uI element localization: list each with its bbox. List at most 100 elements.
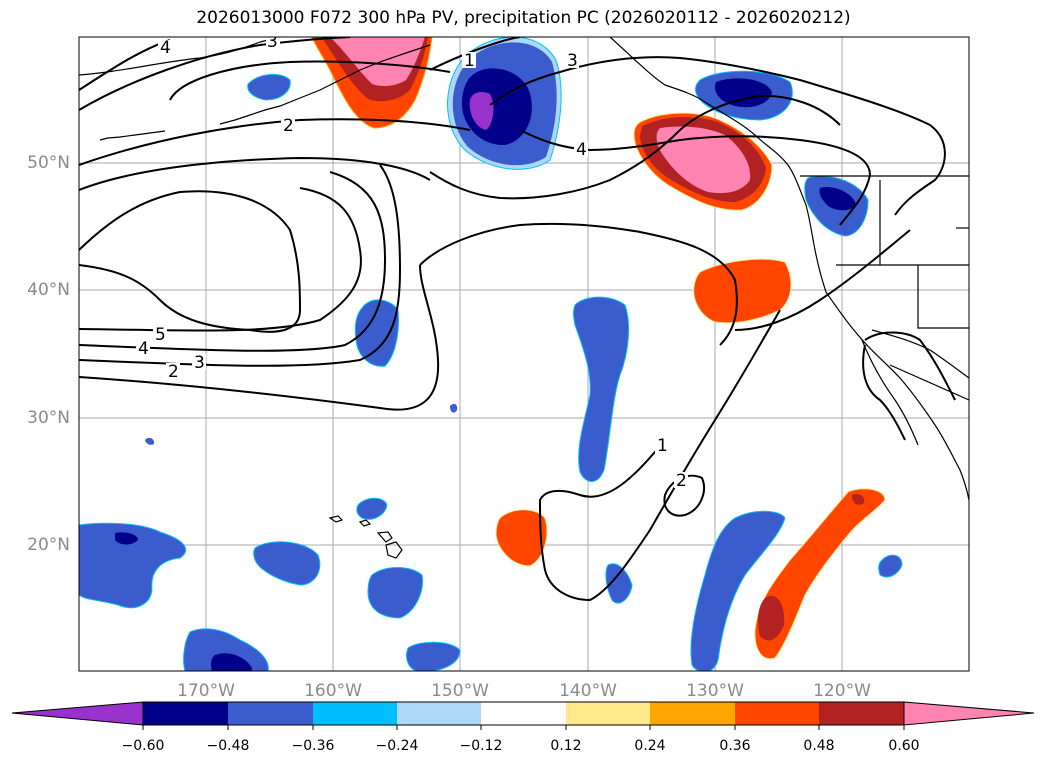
coast-aleutian-chain [99, 130, 166, 141]
neg-anomaly-aleutian [247, 74, 291, 101]
border-states-2 [917, 265, 969, 329]
pv-label-1-north: 1 [464, 51, 475, 71]
colorbar-segment-7 [650, 702, 735, 725]
pv-label-3-top: 3 [267, 32, 278, 52]
lon-label-170w: 170°W [177, 681, 235, 701]
neg-anomaly-bc-coast-dark [714, 78, 772, 108]
pv-contour-4-ne [429, 94, 841, 200]
neg-anomaly-145w-28n [145, 437, 155, 445]
neg-anomaly-mexico-coast [878, 554, 903, 578]
colorbar-segment-8 [735, 702, 819, 725]
lon-label-130w: 130°W [686, 681, 744, 701]
neg-anomaly-washington-dark [819, 186, 856, 211]
pv-label-1-central: 1 [657, 436, 668, 456]
lon-label-150w: 150°W [431, 681, 489, 701]
pv-label-4-top: 4 [160, 38, 171, 58]
colorbar-tick-label: −0.24 [375, 738, 419, 754]
coast-aleutian-chain-east [219, 44, 431, 125]
colorbar-tick-label: 0.36 [719, 738, 751, 754]
coast-hawaii-2 [358, 519, 372, 527]
pv-contour-top-4 [79, 39, 171, 91]
pv-contour-aleutian-loop [169, 60, 451, 101]
map-area: 4 3 1 3 2 4 5 4 3 2 1 2 [79, 32, 969, 671]
pos-anomaly-125w-band [754, 488, 886, 660]
coast-hawaii-1 [328, 515, 344, 523]
colorbar-tick-label: −0.12 [459, 738, 503, 754]
neg-anomaly-130w-band [690, 510, 786, 671]
neg-anomaly-west-edge [79, 522, 187, 609]
lat-label-20n: 20°N [27, 535, 70, 555]
lat-label-30n: 30°N [27, 408, 70, 428]
colorbar-segment-2 [228, 702, 313, 725]
pv-contour-ne-loop-2 [489, 56, 946, 216]
colorbar-tick-label: 0.60 [888, 738, 920, 754]
pv-label-4-west: 4 [138, 339, 149, 359]
pv-contour-labels: 4 3 1 3 2 4 5 4 3 2 1 2 [136, 32, 688, 491]
pv-label-3-north: 3 [567, 51, 578, 71]
coastlines [79, 37, 969, 559]
pv-label-3-west: 3 [194, 353, 205, 373]
figure-title: 2026013000 F072 300 hPa PV, precipitatio… [196, 8, 851, 28]
neg-anomaly-140w-band [573, 296, 630, 482]
neg-anomaly-hawaii-south [367, 567, 424, 619]
colorbar-segment-1 [143, 702, 228, 725]
lat-label-40n: 40°N [27, 280, 70, 300]
pv-contour-2-north [79, 118, 471, 166]
coast-pacific-nw [825, 291, 969, 501]
pv-label-2-north: 2 [283, 116, 294, 136]
neg-anomaly-hawaii-north [356, 497, 388, 520]
pv-label-2-south: 2 [676, 471, 687, 491]
colorbar-segment-4 [397, 702, 481, 725]
colorbar-tick-label: 0.12 [550, 738, 582, 754]
colorbar-tick-label: −0.48 [206, 738, 250, 754]
pos-anomaly-145w-20n [495, 509, 548, 567]
pos-anomaly-125w-band-darkred-north [852, 493, 865, 505]
negative-precip-anomalies [79, 37, 903, 671]
neg-anomaly-160w-20n [253, 541, 321, 586]
colorbar-max-extend [903, 701, 1035, 726]
pv-contour-mexico-loop [862, 344, 906, 441]
pv-contour-mexico [864, 331, 956, 401]
neg-anomaly-150w-12n [406, 641, 461, 671]
neg-anomaly-gulf-of-alaska-core [469, 92, 494, 130]
lon-label-120w: 120°W [813, 681, 871, 701]
pv-contour-top-3 [79, 37, 351, 111]
colorbar-min-extend [11, 701, 144, 726]
colorbar-tick-label: −0.36 [291, 738, 335, 754]
pv-contour-1-south [734, 229, 911, 331]
colorbar [11, 701, 1035, 730]
pv-label-4-east: 4 [576, 140, 587, 160]
pv-contours [79, 37, 956, 602]
coast-hawaii-4 [385, 541, 403, 559]
pv-contour-2 [79, 264, 440, 411]
colorbar-outline [142, 701, 905, 726]
neg-anomaly-small-30n [450, 403, 458, 413]
pv-contour-1-central [419, 222, 738, 346]
lat-label-50n: 50°N [27, 153, 70, 173]
colorbar-tick-label: −0.60 [121, 738, 165, 754]
coast-alaska-peninsula [79, 37, 281, 76]
colorbar-segment-3 [313, 702, 397, 725]
pos-anomaly-california-offshore [693, 258, 792, 324]
pv-contour-5 [79, 187, 362, 332]
pos-anomaly-se-alaska-pink [656, 126, 751, 194]
pv-contour-3 [79, 164, 402, 367]
lon-label-160w: 160°W [304, 681, 362, 701]
pv-contour-4 [79, 171, 387, 352]
coast-hawaii-3 [376, 531, 393, 543]
neg-anomaly-sw-corner [183, 628, 269, 671]
colorbar-tick-label: 0.24 [634, 738, 666, 754]
colorbar-segment-5 [481, 702, 566, 725]
lon-label-140w: 140°W [559, 681, 617, 701]
pv-label-5: 5 [155, 325, 166, 345]
border-mexico-states [889, 364, 969, 401]
pv-contour-north-arc [79, 156, 431, 191]
pv-contour-west-loop [79, 190, 302, 333]
pv-contour-ne-loop-1 [429, 37, 521, 71]
neg-anomaly-sw-corner-dark [211, 653, 252, 671]
coast-se-alaska [609, 37, 827, 293]
neg-anomaly-west-edge-dark [115, 532, 138, 545]
pv-contour-1-big [538, 309, 781, 602]
pv-label-2-west: 2 [168, 362, 179, 382]
